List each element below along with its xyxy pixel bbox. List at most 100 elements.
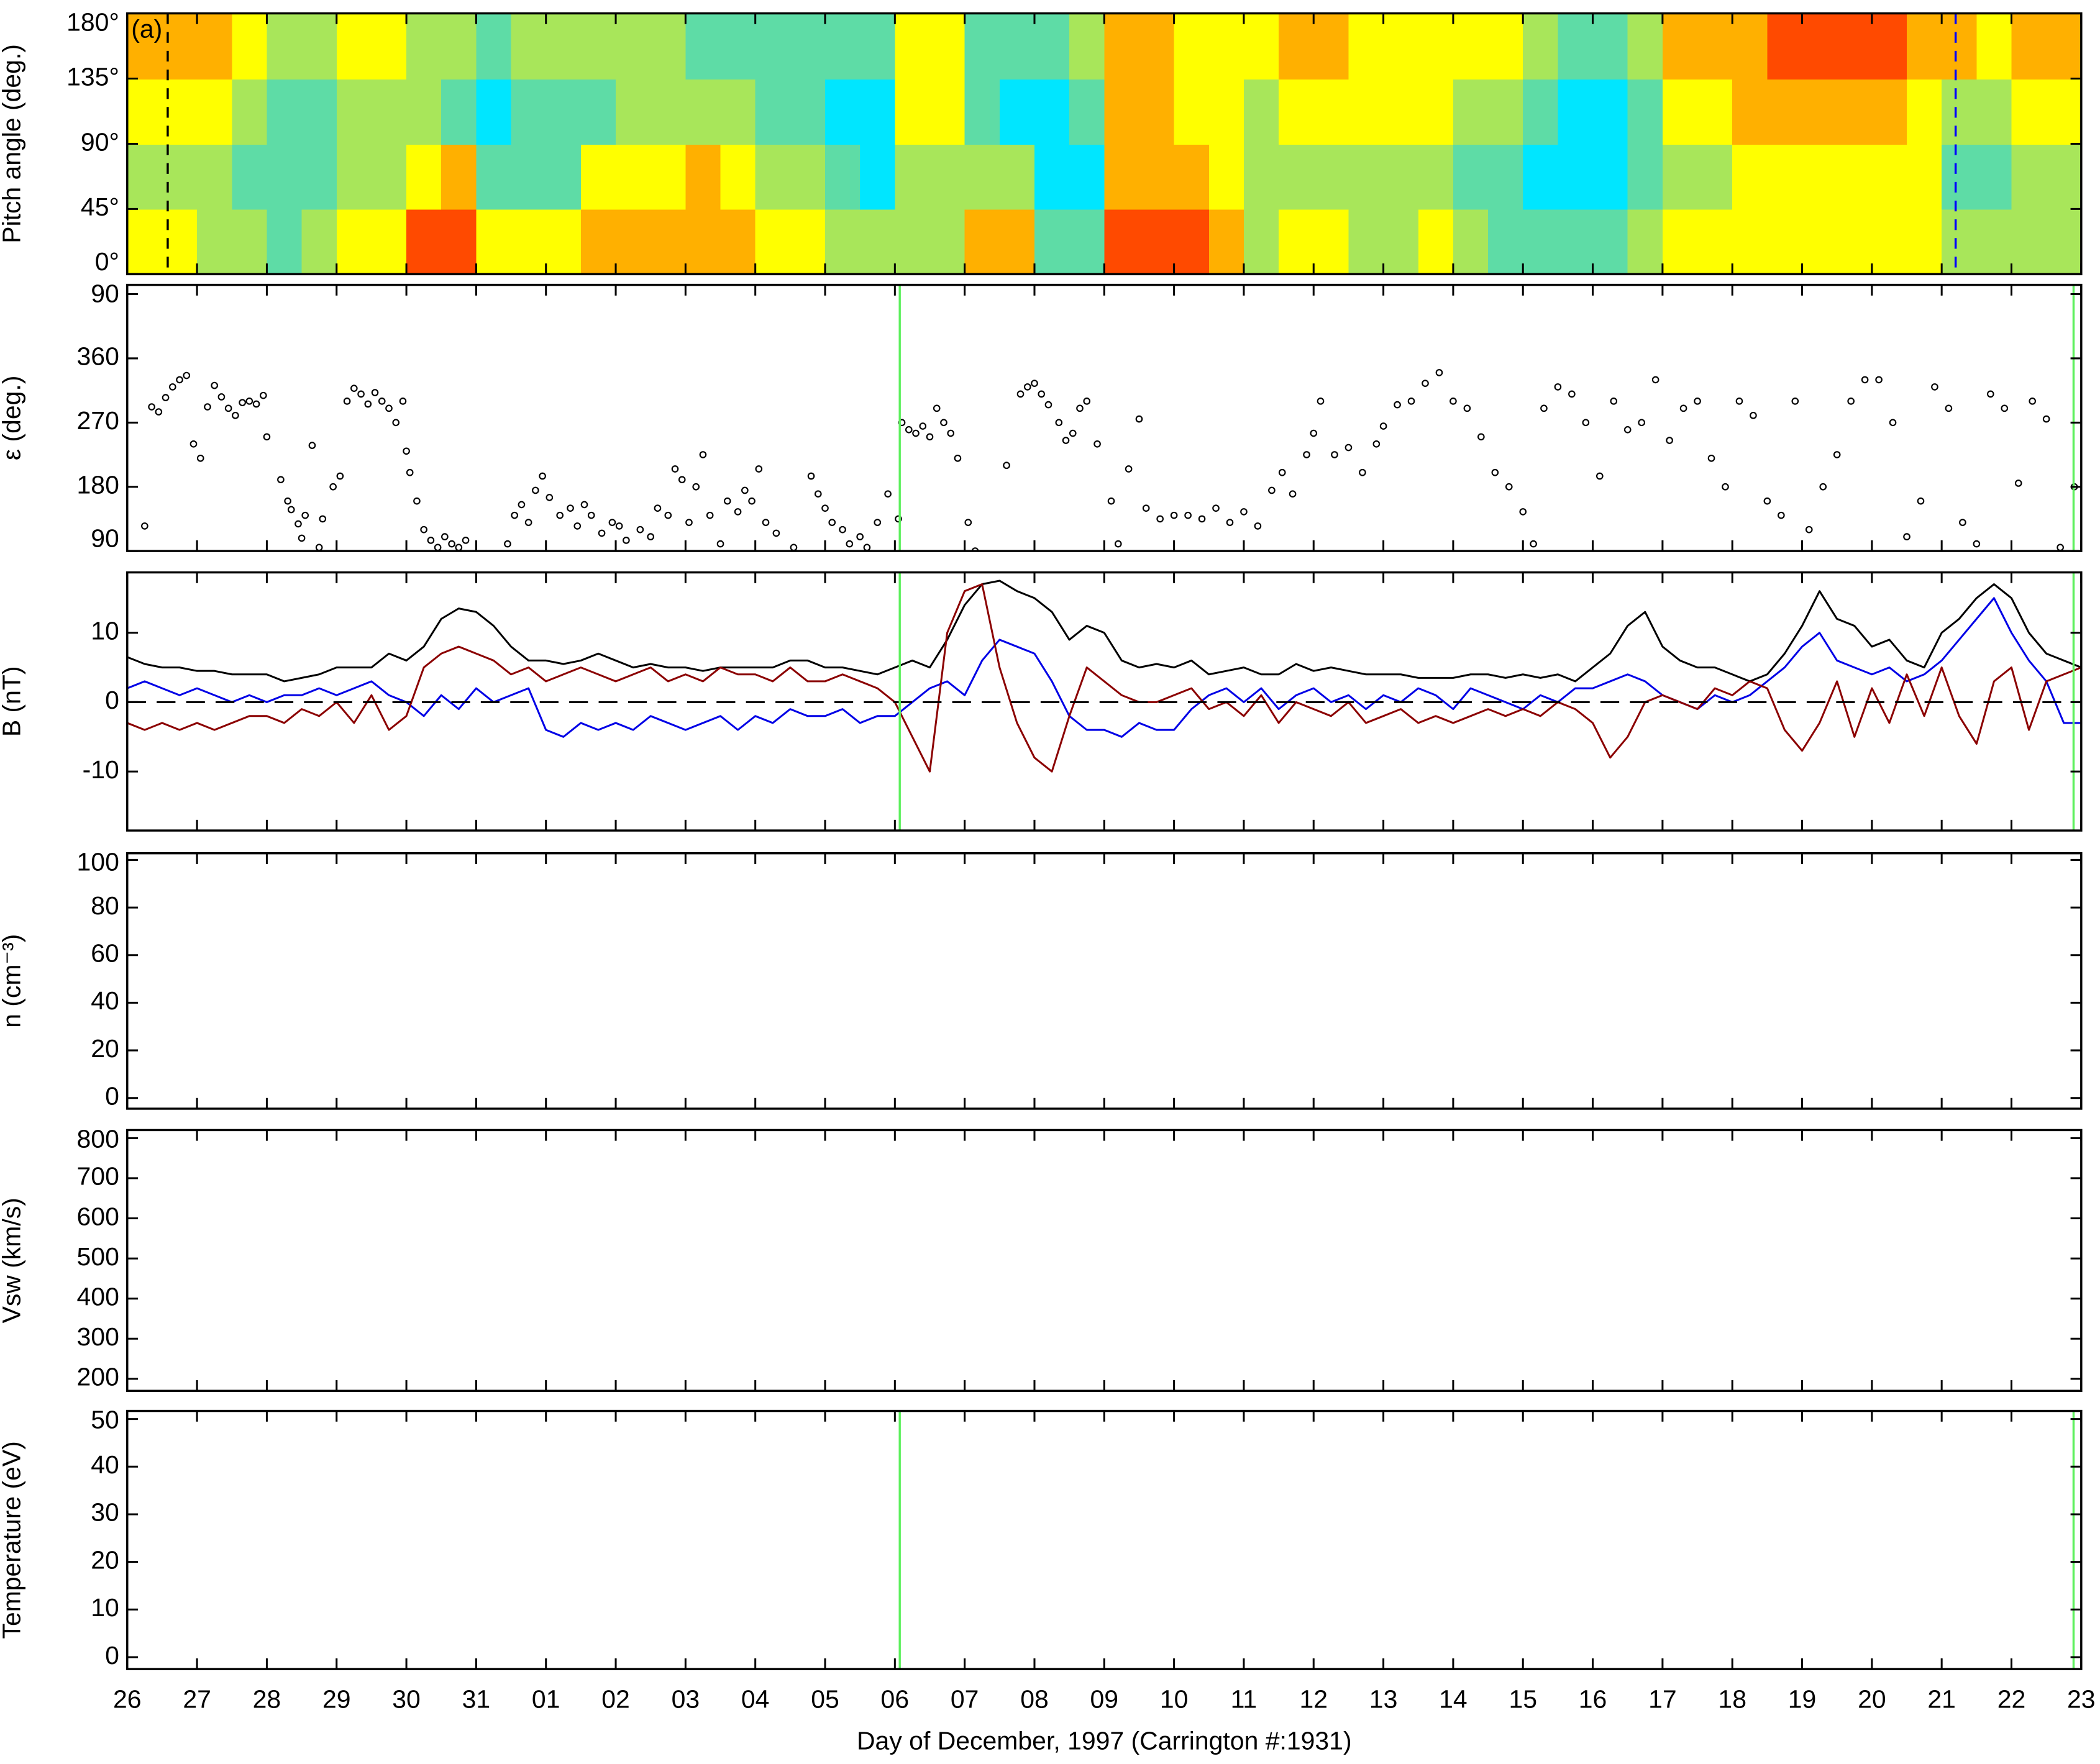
data-point	[807, 472, 815, 480]
y-tick-label: 90°	[81, 127, 119, 156]
data-point	[1945, 404, 1953, 412]
heat-cell	[790, 209, 826, 275]
heat-cell	[1697, 78, 1733, 145]
data-point	[912, 429, 920, 437]
heat-cell	[1871, 78, 1908, 145]
heat-cell	[895, 78, 931, 145]
data-point	[814, 490, 822, 498]
y-axis-label: ε (deg.)	[0, 376, 25, 460]
heat-cell	[1139, 78, 1175, 145]
data-point	[1666, 437, 1673, 444]
heat-cell	[1383, 209, 1420, 275]
data-point	[385, 404, 393, 412]
heat-cell	[1837, 143, 1873, 210]
x-tick-label: 26	[113, 1685, 142, 1714]
heat-cell	[1453, 78, 1489, 145]
y-tick-label: 45°	[81, 193, 119, 221]
data-point	[1198, 515, 1206, 523]
y-tick-label: 10	[91, 1593, 119, 1622]
data-point	[263, 433, 271, 441]
data-point	[685, 519, 693, 526]
heat-cell	[1627, 209, 1664, 275]
data-point	[1735, 398, 1743, 405]
data-point	[239, 399, 246, 406]
data-point	[1463, 404, 1471, 412]
data-point	[413, 497, 421, 505]
x-tick-label: 15	[1509, 1685, 1537, 1714]
x-tick-label: 06	[881, 1685, 910, 1714]
heat-cell	[1837, 78, 1873, 145]
heat-cell	[1139, 13, 1175, 80]
heat-cell	[999, 209, 1036, 275]
data-point	[1596, 472, 1604, 480]
heat-cell	[1174, 78, 1210, 145]
heat-cell	[336, 13, 373, 80]
heat-cell	[2046, 78, 2081, 145]
heat-cell	[1662, 78, 1699, 145]
heat-cell	[127, 78, 163, 145]
data-point	[378, 398, 386, 405]
data-point	[1505, 483, 1513, 491]
heat-cell	[1069, 13, 1105, 80]
data-point	[1763, 497, 1771, 505]
data-point	[1226, 519, 1234, 526]
heat-cell	[1313, 78, 1349, 145]
panel-frame	[126, 283, 2083, 552]
heat-cell	[267, 209, 303, 275]
data-point	[2029, 398, 2037, 405]
panel-label: (a)	[131, 14, 162, 43]
heat-cell	[511, 78, 547, 145]
heat-cell	[1383, 143, 1420, 210]
heat-cell	[825, 13, 861, 80]
heat-cell	[162, 13, 198, 80]
data-point	[343, 398, 351, 405]
heat-cell	[1592, 78, 1629, 145]
x-tick-label: 14	[1439, 1685, 1468, 1714]
heat-cell	[2046, 13, 2081, 80]
data-point	[1240, 508, 1248, 516]
heat-cell	[1767, 143, 1803, 210]
heat-cell	[267, 78, 303, 145]
series-line	[127, 597, 2081, 738]
data-point	[839, 525, 846, 534]
data-point	[1107, 497, 1115, 505]
data-point	[654, 504, 662, 512]
heat-cell	[1174, 13, 1210, 80]
heat-cell	[1418, 209, 1454, 275]
heat-cell	[895, 13, 931, 80]
data-point	[1568, 390, 1576, 398]
data-point	[294, 520, 302, 528]
data-point	[403, 447, 410, 455]
heat-cell	[336, 78, 373, 145]
heat-cell	[860, 209, 896, 275]
series-line	[127, 583, 2081, 773]
data-point	[1055, 419, 1063, 427]
x-tick-label: 05	[811, 1685, 839, 1714]
data-point	[933, 404, 941, 412]
heat-cell	[964, 13, 1001, 80]
heat-cell	[1418, 13, 1454, 80]
data-point	[189, 440, 198, 448]
heat-cell	[476, 209, 512, 275]
data-point	[2057, 543, 2064, 552]
data-point	[1394, 401, 1401, 409]
data-point	[1519, 508, 1527, 516]
heat-cell	[1523, 78, 1559, 145]
heat-cell	[441, 13, 477, 80]
y-axis-label: n (cm⁻³)	[0, 934, 25, 1028]
data-point	[420, 525, 427, 534]
data-point	[1278, 468, 1286, 476]
data-point	[1062, 437, 1070, 444]
heat-cell	[1418, 143, 1454, 210]
heat-cell	[1871, 209, 1908, 275]
heat-cell	[1488, 143, 1524, 210]
data-point	[846, 540, 854, 548]
y-tick-label: 40	[91, 1450, 119, 1479]
y-tick-label: 135°	[66, 62, 119, 91]
heat-cell	[1697, 209, 1733, 275]
heat-cell	[1732, 209, 1768, 275]
data-point	[856, 533, 864, 540]
data-point	[947, 429, 955, 437]
x-tick-label: 29	[322, 1685, 351, 1714]
